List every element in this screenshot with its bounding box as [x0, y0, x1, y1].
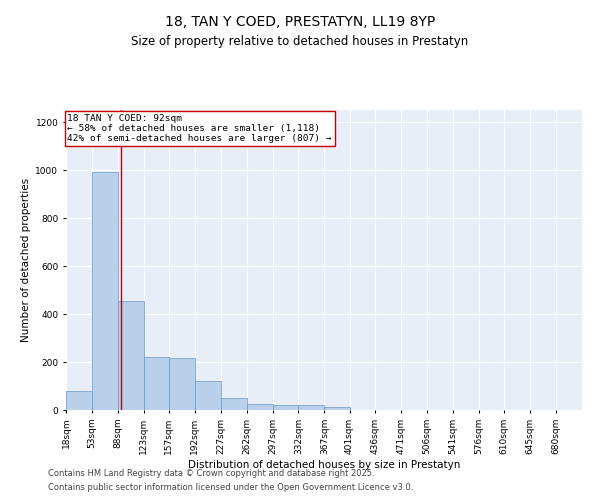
Bar [272, 404, 298, 410]
Bar [221, 398, 247, 410]
Bar [92, 172, 118, 410]
Text: 18 TAN Y COED: 92sqm
← 58% of detached houses are smaller (1,118)
42% of semi-de: 18 TAN Y COED: 92sqm ← 58% of detached h… [67, 114, 332, 144]
Bar [144, 357, 169, 410]
Bar [247, 404, 272, 410]
Bar [195, 381, 221, 410]
X-axis label: Distribution of detached houses by size in Prestatyn: Distribution of detached houses by size … [188, 460, 460, 469]
Bar [66, 391, 92, 410]
Bar [325, 407, 350, 410]
Bar [169, 358, 195, 410]
Text: Contains HM Land Registry data © Crown copyright and database right 2025.: Contains HM Land Registry data © Crown c… [48, 468, 374, 477]
Bar [118, 301, 144, 410]
Text: Contains public sector information licensed under the Open Government Licence v3: Contains public sector information licen… [48, 484, 413, 492]
Bar [298, 404, 325, 410]
Text: 18, TAN Y COED, PRESTATYN, LL19 8YP: 18, TAN Y COED, PRESTATYN, LL19 8YP [165, 15, 435, 29]
Text: Size of property relative to detached houses in Prestatyn: Size of property relative to detached ho… [131, 35, 469, 48]
Y-axis label: Number of detached properties: Number of detached properties [21, 178, 31, 342]
